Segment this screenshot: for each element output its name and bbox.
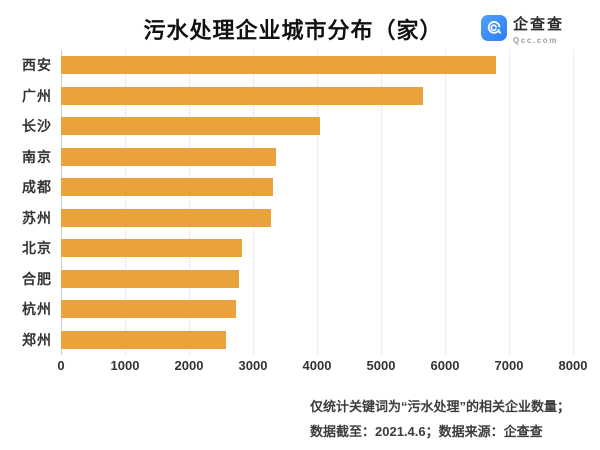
bar-row <box>61 264 573 295</box>
bar <box>61 269 239 288</box>
gridline <box>381 50 382 355</box>
qcc-logo-text: 企查查 Qcc.com <box>513 15 564 45</box>
bar <box>61 56 497 75</box>
y-axis-label: 成都 <box>22 179 52 196</box>
bars-container <box>61 50 573 355</box>
gridline <box>509 50 510 355</box>
bar <box>61 117 321 136</box>
footer-note-line2: 数据截至：2021.4.6；数据来源：企查查 <box>310 424 543 439</box>
bar-row <box>61 325 573 356</box>
y-axis-label: 北京 <box>22 240 52 257</box>
chart-title: 污水处理企业城市分布（家） <box>143 18 443 43</box>
bar <box>61 330 227 349</box>
gridline <box>253 50 254 355</box>
bar-row <box>61 233 573 264</box>
x-tick-label: 5000 <box>366 358 396 373</box>
plot-area <box>61 50 574 355</box>
bar-row <box>61 111 573 142</box>
x-tick-label: 6000 <box>430 358 460 373</box>
bar <box>61 300 236 319</box>
x-axis-ticks: 0 1000 2000 3000 4000 5000 6000 7000 8000 <box>57 358 587 378</box>
y-axis-label: 南京 <box>22 148 52 165</box>
footer-notes: 仅统计关键词为“污水处理”的相关企业数量； 数据截至：2021.4.6；数据来源… <box>310 394 570 444</box>
y-axis-labels: 西安广州长沙南京成都苏州北京合肥杭州郑州 <box>0 50 52 355</box>
bar <box>61 147 277 166</box>
bar <box>61 239 243 258</box>
y-axis-line <box>61 50 62 355</box>
y-axis-label: 杭州 <box>22 301 52 318</box>
x-tick-label: 3000 <box>238 358 268 373</box>
bar-row <box>61 81 573 112</box>
y-axis-label: 广州 <box>22 87 52 104</box>
qcc-logo: 企查查 Qcc.com <box>480 15 564 45</box>
bar-row <box>61 203 573 234</box>
qcc-logo-name: 企查查 <box>512 16 564 33</box>
qcc-logo-domain: Qcc.com <box>512 36 558 45</box>
bar-row <box>61 142 573 173</box>
y-axis-label: 苏州 <box>22 209 52 226</box>
gridline <box>445 50 446 355</box>
y-axis-label: 西安 <box>22 57 52 74</box>
qcc-logo-icon <box>480 15 507 41</box>
bar <box>61 208 271 227</box>
x-tick-label: 0 <box>57 358 65 373</box>
x-tick-label: 1000 <box>110 358 140 373</box>
x-tick-label: 4000 <box>302 358 332 373</box>
bar <box>61 178 273 197</box>
gridline <box>573 50 574 355</box>
bar-row <box>61 172 573 203</box>
bar-row <box>61 294 573 325</box>
bar-row <box>61 50 573 81</box>
footer-note-line1: 仅统计关键词为“污水处理”的相关企业数量； <box>310 399 571 414</box>
gridline <box>189 50 190 355</box>
x-tick-label: 8000 <box>558 358 588 373</box>
y-axis-label: 长沙 <box>22 118 52 135</box>
y-axis-label: 郑州 <box>22 331 52 348</box>
gridline <box>125 50 126 355</box>
bar <box>61 86 423 105</box>
x-tick-label: 2000 <box>174 358 204 373</box>
y-axis-label: 合肥 <box>22 270 52 287</box>
gridline <box>317 50 318 355</box>
x-tick-label: 7000 <box>494 358 524 373</box>
